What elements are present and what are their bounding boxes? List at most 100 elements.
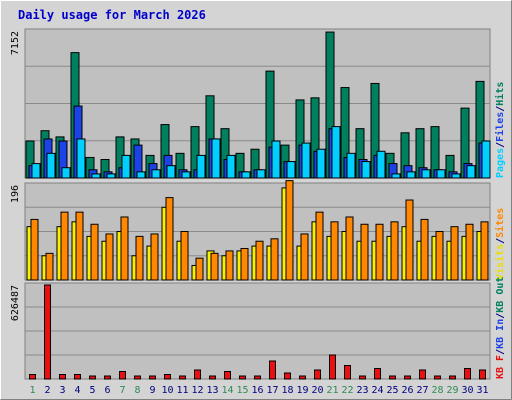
panel-hits-files-pages-bar-pages-day-8 xyxy=(136,171,146,179)
panel-hits-files-pages-bar-pages-day-7 xyxy=(121,154,131,179)
panel-kb-bar-kb-f-day-13 xyxy=(209,375,216,380)
x-tick-label: 13 xyxy=(206,385,218,396)
panel-visits-sites-bar-sites-day-2 xyxy=(45,252,54,281)
x-tick-label: 19 xyxy=(296,385,308,396)
panel-hits-files-pages-bar-pages-day-13 xyxy=(211,138,221,179)
panel-visits-sites-bar-sites-day-31 xyxy=(480,221,489,281)
panel-visits-sites-bar-sites-day-27 xyxy=(420,218,429,281)
legend-entry: / xyxy=(495,238,506,244)
panel-kb-bar-kb-f-day-28 xyxy=(434,375,441,380)
panel-kb-bar-kb-f-day-10 xyxy=(164,373,171,380)
panel-visits-sites-bar-sites-day-8 xyxy=(135,235,144,281)
legend-entry: / xyxy=(495,313,506,319)
panel-visits-sites-legend: Visits/Sites xyxy=(494,208,506,280)
x-tick-label: 8 xyxy=(134,385,140,396)
panel-kb-bar-kb-f-day-16 xyxy=(254,375,261,380)
panel-visits-sites-bar-sites-day-26 xyxy=(405,199,414,281)
legend-entry: Pages xyxy=(495,148,506,178)
x-tick-label: 23 xyxy=(356,385,368,396)
panel-visits-sites-bar-sites-day-6 xyxy=(105,233,114,281)
x-tick-label: 10 xyxy=(161,385,173,396)
legend-entry: KB In xyxy=(495,319,506,349)
x-tick-label: 3 xyxy=(59,385,65,396)
panel-visits-sites-bar-sites-day-25 xyxy=(390,221,399,281)
x-tick-label: 18 xyxy=(281,385,293,396)
panel-hits-files-pages-bar-pages-day-14 xyxy=(226,154,236,179)
legend-entry: / xyxy=(495,349,506,355)
panel-kb-bar-kb-f-day-22 xyxy=(344,364,351,380)
x-tick-label: 31 xyxy=(476,385,488,396)
panel-visits-sites-bar-sites-day-1 xyxy=(30,218,39,281)
panel-visits-sites-bar-sites-day-11 xyxy=(180,231,189,281)
panel-kb-bar-kb-f-day-29 xyxy=(449,375,456,380)
panel-kb-bar-kb-f-day-15 xyxy=(239,375,246,380)
panel-kb-bar-kb-f-day-5 xyxy=(89,375,96,380)
panel-hits-files-pages-bar-pages-day-12 xyxy=(196,154,206,179)
panel-hits-files-pages-bar-pages-day-2 xyxy=(46,152,56,179)
panel-kb-bar-kb-f-day-17 xyxy=(269,360,276,380)
panel-hits-files-pages-bar-pages-day-26 xyxy=(406,171,416,179)
panel-kb-bar-kb-f-day-26 xyxy=(404,375,411,380)
x-tick-label: 1 xyxy=(29,385,35,396)
panel-visits-sites-bar-sites-day-9 xyxy=(150,233,159,281)
panel-kb-bar-kb-f-day-11 xyxy=(179,375,186,380)
panel-visits-sites-bar-sites-day-22 xyxy=(345,216,354,281)
panel-kb-bar-kb-f-day-20 xyxy=(314,369,321,380)
x-tick-label: 22 xyxy=(341,385,353,396)
x-tick-label: 6 xyxy=(104,385,110,396)
panel-hits-files-pages-bar-pages-day-28 xyxy=(436,169,446,179)
panel-visits-sites-bar-sites-day-12 xyxy=(195,257,204,281)
panel-kb-bar-kb-f-day-14 xyxy=(224,370,231,380)
panel-kb-bar-kb-f-day-23 xyxy=(359,375,366,380)
panel-hits-files-pages-bar-pages-day-5 xyxy=(91,173,101,179)
panel-hits-files-pages-bar-pages-day-3 xyxy=(61,167,71,179)
panel-hits-files-pages-bar-pages-day-11 xyxy=(181,171,191,179)
x-tick-label: 20 xyxy=(311,385,323,396)
x-tick-label: 21 xyxy=(326,385,338,396)
panel-visits-sites-bar-sites-day-19 xyxy=(300,233,309,281)
panel-hits-files-pages-bar-pages-day-6 xyxy=(106,173,116,179)
chart-title: Daily usage for March 2026 xyxy=(18,8,206,22)
panel-visits-sites-bar-sites-day-23 xyxy=(360,223,369,281)
panel-visits-sites-bar-sites-day-20 xyxy=(315,211,324,281)
panel-hits-files-pages-bar-pages-day-31 xyxy=(481,140,491,179)
panel-kb-bar-kb-f-day-4 xyxy=(74,373,81,380)
panel-visits-sites-bar-sites-day-18 xyxy=(285,180,294,281)
panel-hits-files-pages-bar-pages-day-24 xyxy=(376,150,386,179)
panel-hits-files-pages-bar-pages-day-15 xyxy=(241,171,251,179)
x-tick-label: 2 xyxy=(44,385,50,396)
panel-kb-legend: KB F/KB In/KB Out xyxy=(495,277,506,379)
panel-kb-ymax-label: 626487 xyxy=(10,285,21,321)
panel-hits-files-pages-bar-pages-day-29 xyxy=(451,173,461,179)
panel-hits-files-pages-bar-pages-day-10 xyxy=(166,165,176,179)
x-tick-label: 7 xyxy=(119,385,125,396)
panel-hits-files-pages-bar-pages-day-27 xyxy=(421,169,431,179)
panel-hits-files-pages-bar-pages-day-16 xyxy=(256,169,266,179)
panel-kb-bar-kb-f-day-1 xyxy=(29,373,36,380)
x-tick-label: 11 xyxy=(176,385,188,396)
x-tick-label: 26 xyxy=(401,385,413,396)
legend-entry: / xyxy=(495,106,506,112)
panel-kb-bar-kb-f-day-9 xyxy=(149,375,156,380)
panel-kb-bar-kb-f-day-30 xyxy=(464,367,471,380)
panel-kb-bar-kb-f-day-25 xyxy=(389,375,396,380)
legend-entry: KB Out xyxy=(495,277,506,313)
x-tick-label: 16 xyxy=(251,385,263,396)
panel-visits-sites-bar-sites-day-3 xyxy=(60,211,69,281)
panel-kb-bar-kb-f-day-31 xyxy=(479,369,486,380)
legend-entry: KB F xyxy=(495,355,506,379)
panel-visits-sites-bar-sites-day-7 xyxy=(120,216,129,281)
panel-visits-sites-bar-sites-day-4 xyxy=(75,211,84,281)
panel-hits-files-pages-bar-pages-day-4 xyxy=(76,138,86,179)
panel-visits-sites-bar-sites-day-5 xyxy=(90,223,99,281)
panel-hits-files-pages-bar-pages-day-18 xyxy=(286,161,296,179)
x-tick-label: 9 xyxy=(149,385,155,396)
panel-hits-files-pages-bar-pages-day-20 xyxy=(316,148,326,179)
panel-visits-sites-bar-sites-day-28 xyxy=(435,231,444,281)
panel-hits-files-pages-bar-pages-day-23 xyxy=(361,161,371,179)
x-tick-label: 29 xyxy=(446,385,458,396)
panel-hits-files-pages-ymax-label: 7152 xyxy=(10,31,21,55)
x-tick-label: 25 xyxy=(386,385,398,396)
panel-visits-sites-bar-sites-day-30 xyxy=(465,223,474,281)
